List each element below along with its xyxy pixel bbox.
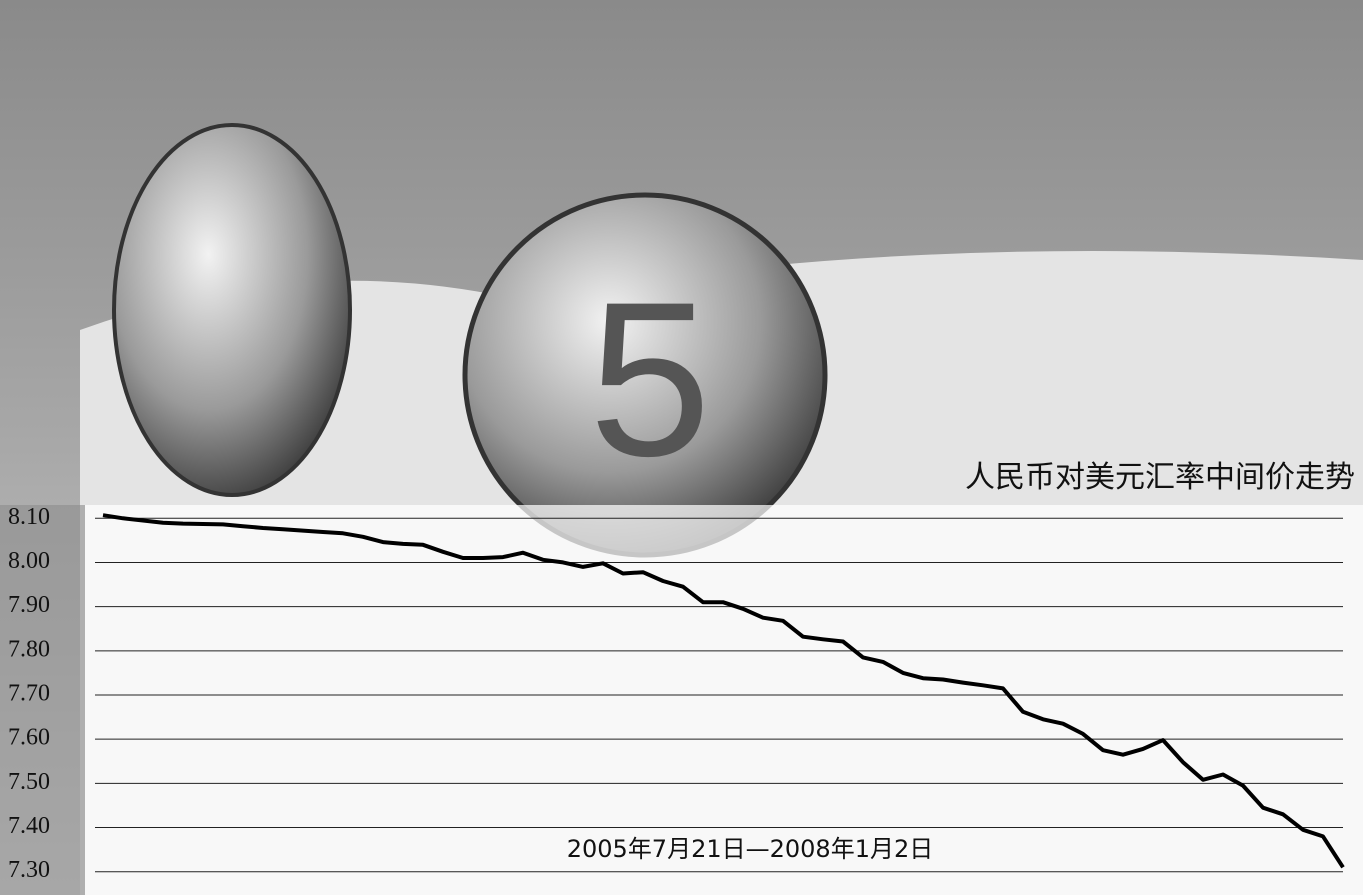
y-tick-label: 7.60 bbox=[8, 725, 50, 751]
coin bbox=[112, 123, 352, 497]
chart-subtitle: 2005年7月21日—2008年1月2日 bbox=[567, 835, 934, 863]
chart-title: 人民币对美元汇率中间价走势 bbox=[965, 460, 1355, 495]
y-tick-label: 7.50 bbox=[8, 769, 50, 795]
data-line bbox=[102, 513, 1345, 869]
y-tick-label: 8.10 bbox=[8, 504, 50, 530]
y-tick-label: 7.90 bbox=[8, 592, 50, 618]
coin-digit: 5 bbox=[589, 256, 711, 502]
y-tick-label: 7.80 bbox=[8, 636, 50, 662]
y-tick-label: 7.30 bbox=[8, 857, 50, 883]
axis-strip bbox=[0, 505, 85, 895]
plot-area bbox=[85, 505, 1363, 895]
y-tick-label: 7.40 bbox=[8, 813, 50, 839]
y-tick-label: 7.70 bbox=[8, 681, 50, 707]
y-tick-label: 8.00 bbox=[8, 548, 50, 574]
